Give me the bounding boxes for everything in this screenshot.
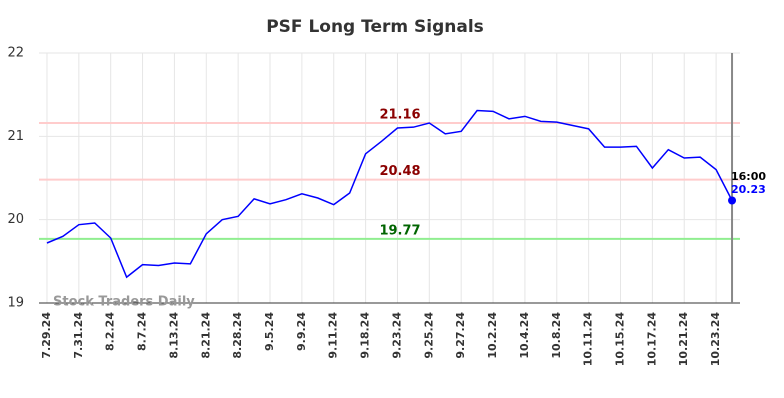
y-tick-label: 22	[7, 46, 24, 61]
y-tick-label: 20	[7, 212, 24, 227]
x-tick-label: 9.25.24	[422, 312, 435, 359]
x-tick-label: 10.2.24	[486, 312, 499, 359]
x-tick-label: 8.13.24	[167, 312, 180, 359]
last-time-label: 16:00	[731, 170, 766, 183]
y-tick-label: 21	[7, 129, 24, 144]
reference-label: 19.77	[379, 223, 420, 238]
x-tick-label: 10.4.24	[518, 312, 531, 359]
reference-label: 21.16	[379, 108, 420, 123]
x-tick-label: 10.8.24	[550, 312, 563, 359]
x-tick-label: 10.11.24	[582, 312, 595, 367]
x-tick-label: 10.23.24	[709, 312, 722, 367]
x-tick-label: 8.21.24	[199, 312, 212, 359]
x-tick-label: 9.9.24	[295, 312, 308, 351]
x-tick-label: 8.7.24	[136, 312, 149, 351]
x-tick-label: 9.27.24	[454, 312, 467, 359]
last-point	[728, 196, 737, 205]
x-tick-label: 7.29.24	[40, 312, 53, 359]
x-tick-label: 8.28.24	[231, 312, 244, 359]
last-value-label: 20.23	[731, 183, 766, 196]
chart-title: PSF Long Term Signals	[266, 17, 484, 37]
watermark: Stock Traders Daily	[53, 295, 195, 310]
x-tick-label: 9.5.24	[263, 312, 276, 351]
y-tick-label: 19	[7, 296, 24, 311]
x-tick-label: 9.23.24	[390, 312, 403, 359]
x-tick-label: 9.11.24	[327, 312, 340, 359]
price-line	[46, 109, 733, 279]
x-tick-label: 7.31.24	[72, 312, 85, 359]
x-tick-label: 10.17.24	[645, 312, 658, 367]
x-tick-label: 10.15.24	[614, 312, 627, 367]
x-tick-label: 8.2.24	[104, 312, 117, 351]
reference-label: 20.48	[379, 164, 420, 179]
x-tick-label: 9.18.24	[359, 312, 372, 359]
x-tick-label: 10.21.24	[677, 312, 690, 367]
